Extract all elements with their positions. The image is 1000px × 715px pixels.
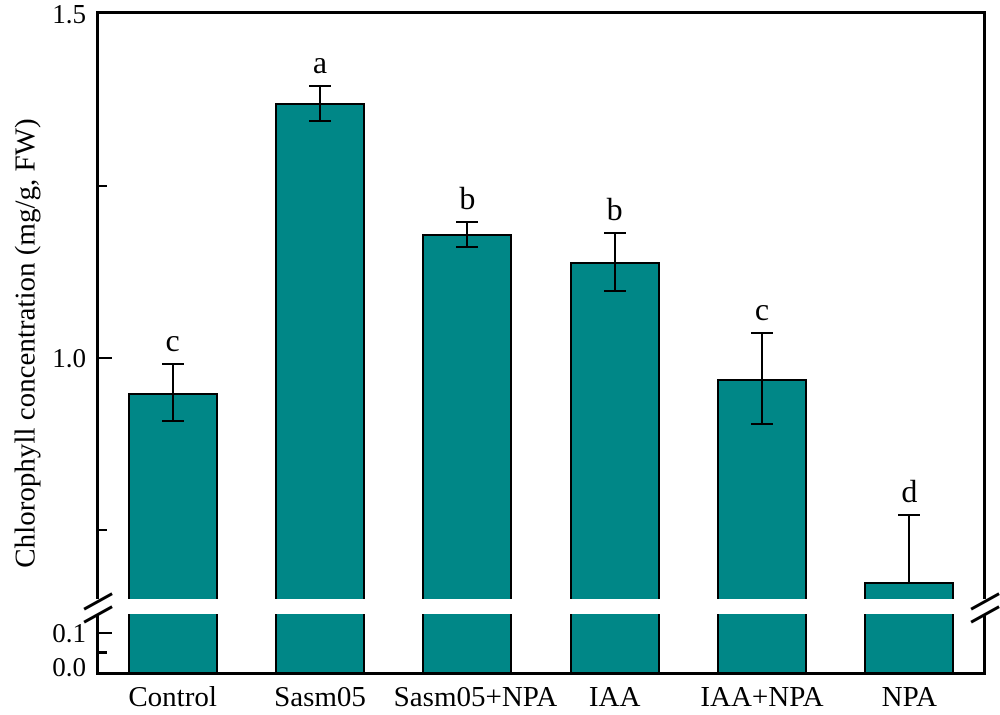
- bar-control: [127, 392, 218, 672]
- error-bar-line: [466, 221, 469, 247]
- x-tick-label: Control: [128, 681, 217, 713]
- y-minor-tick: [99, 651, 107, 654]
- plot-frame: [96, 11, 986, 675]
- x-tick-label: Sasm05+NPA: [393, 681, 558, 713]
- axis-break-band: [94, 599, 990, 614]
- error-bar-cap-bottom: [603, 289, 626, 292]
- error-bar-line: [171, 363, 174, 422]
- error-bar-cap-bottom: [161, 420, 184, 423]
- significance-letter: c: [165, 321, 180, 358]
- error-bar-cap-bottom: [751, 423, 773, 426]
- y-tick-label: 0.1: [52, 618, 86, 648]
- error-bar-cap-top: [898, 514, 921, 517]
- error-bar-cap-top: [751, 332, 773, 335]
- y-tick-label: 1.0: [52, 343, 86, 374]
- bar-npa: [864, 581, 955, 672]
- error-bar-line: [761, 333, 763, 425]
- significance-letter: d: [901, 473, 918, 510]
- significance-letter: a: [312, 43, 328, 80]
- y-tick-label: 1.5: [52, 0, 86, 29]
- x-tick-label: NPA: [881, 681, 937, 713]
- error-bar-cap-top: [456, 220, 479, 223]
- y-major-tick: [99, 356, 112, 360]
- error-bar-cap-top: [161, 362, 184, 365]
- significance-letter: c: [754, 291, 770, 328]
- bar-sasm05: [275, 103, 365, 672]
- x-tick-label: IAA: [588, 681, 641, 713]
- error-bar-line: [319, 85, 321, 122]
- significance-letter: b: [459, 179, 476, 216]
- significance-letter: b: [606, 190, 623, 227]
- y-minor-tick: [99, 528, 107, 532]
- x-tick-label: Sasm05: [274, 681, 366, 713]
- error-bar-cap-bottom: [309, 120, 331, 123]
- error-bar-cap-top: [603, 231, 626, 234]
- y-tick-label: 0.0: [52, 652, 86, 682]
- x-tick-label: IAA+NPA: [700, 681, 824, 713]
- error-bar-line: [908, 515, 911, 582]
- y-major-tick: [99, 631, 112, 635]
- error-bar-cap-top: [309, 84, 331, 87]
- error-bar-line: [613, 232, 616, 291]
- y-minor-tick: [99, 184, 107, 188]
- error-bar-cap-bottom: [456, 245, 479, 248]
